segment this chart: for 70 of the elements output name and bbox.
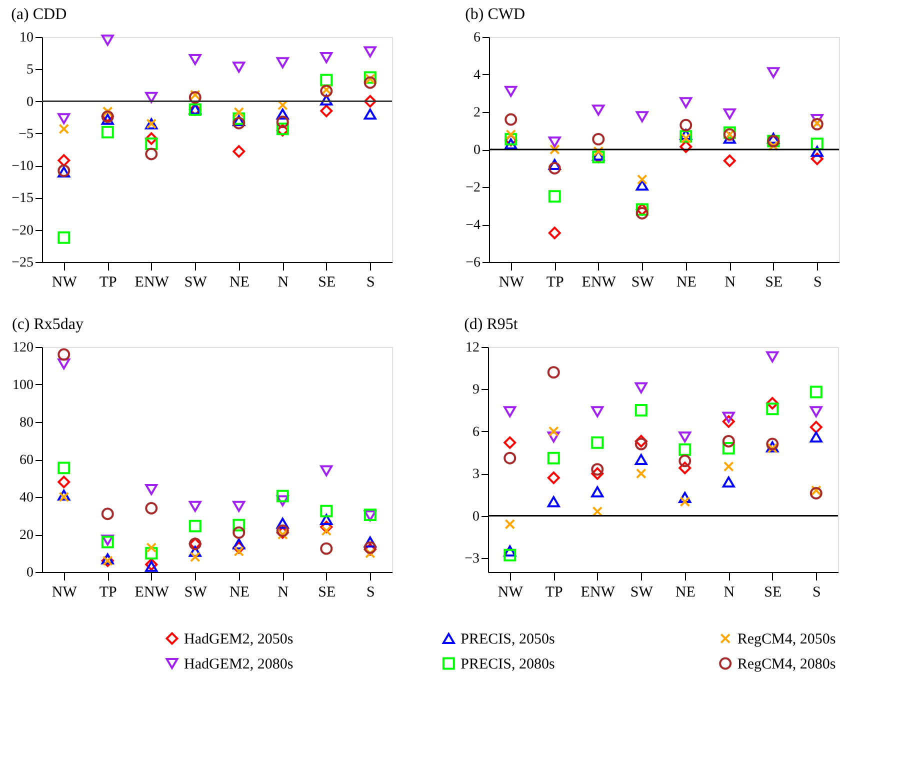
y-tick-label: 80 [20, 416, 34, 430]
y-tick-label: −5 [18, 126, 34, 142]
y-tick-label: −4 [466, 218, 480, 233]
x-tick-label: ENW [134, 584, 170, 600]
legend-label: HadGEM2, 2080s [184, 656, 294, 672]
chart-title: (b) CWD [465, 6, 526, 23]
y-tick-label: −25 [12, 256, 34, 270]
x-tick-label: ENW [580, 584, 616, 600]
x-tick-label: NW [498, 274, 525, 290]
x-tick-label: SW [631, 274, 655, 290]
x-tick-label: SW [184, 584, 208, 600]
x-tick-label: ENW [582, 274, 617, 290]
x-tick-label: SW [630, 584, 654, 600]
y-tick-label: 40 [20, 490, 34, 506]
y-tick-label: −20 [12, 223, 34, 238]
x-tick-label: N [724, 274, 736, 290]
y-tick-label: −3 [464, 551, 480, 566]
x-tick-label: SE [765, 274, 783, 290]
y-tick-label: −15 [12, 191, 34, 206]
x-tick-label: TP [545, 584, 563, 600]
y-tick-label: 2 [474, 106, 480, 120]
legend-label: PRECIS, 2050s [460, 632, 556, 648]
y-tick-label: 6 [474, 30, 480, 46]
x-tick-label: NE [229, 584, 250, 600]
y-tick-label: 9 [472, 382, 480, 398]
y-tick-label: 120 [12, 340, 34, 356]
x-tick-label: TP [546, 274, 564, 290]
x-tick-label: SW [184, 274, 208, 290]
x-tick-label: S [366, 274, 375, 290]
legend-label: PRECIS, 2080s [460, 656, 556, 672]
y-tick-label: 6 [472, 424, 480, 440]
x-tick-label: SE [318, 274, 336, 290]
y-tick-label: 20 [20, 528, 34, 543]
y-tick-label: 0 [26, 94, 34, 110]
y-tick-label: −2 [466, 180, 480, 196]
x-tick-label: TP [99, 584, 117, 600]
chart-title: (a) CDD [11, 6, 67, 23]
y-tick-label: 0 [26, 566, 34, 580]
chart-title: (d) R95t [464, 316, 518, 333]
y-tick-label: 0 [474, 143, 480, 158]
legend-label: HadGEM2, 2050s [184, 632, 294, 648]
x-tick-label: NW [52, 274, 78, 290]
x-tick-label: NE [676, 274, 696, 290]
y-tick-label: 0 [472, 509, 480, 524]
y-tick-label: −6 [466, 256, 480, 270]
y-tick-label: 5 [26, 62, 34, 78]
x-tick-label: S [366, 584, 375, 600]
x-tick-label: N [278, 274, 289, 290]
y-tick-label: 3 [472, 467, 480, 482]
x-tick-label: SE [318, 584, 336, 600]
y-tick-label: 12 [466, 340, 480, 356]
y-tick-label: 4 [474, 68, 480, 83]
x-tick-label: S [813, 274, 822, 290]
y-tick-label: −10 [12, 159, 34, 174]
x-tick-label: NW [52, 584, 78, 600]
y-tick-label: 60 [20, 453, 34, 468]
y-tick-label: 10 [20, 30, 34, 46]
x-tick-label: TP [99, 274, 117, 290]
x-tick-label: S [812, 584, 821, 600]
x-tick-label: NE [675, 584, 696, 600]
x-tick-label: ENW [134, 274, 170, 290]
x-tick-label: SE [764, 584, 782, 600]
x-tick-label: NE [229, 274, 250, 290]
y-tick-label: 100 [12, 378, 34, 393]
chart-title: (c) Rx5day [12, 316, 84, 333]
x-tick-label: NW [498, 584, 524, 600]
x-tick-label: N [278, 584, 289, 600]
legend-label: RegCM4, 2050s [737, 632, 836, 648]
legend-label: RegCM4, 2080s [737, 656, 836, 672]
x-tick-label: N [724, 584, 735, 600]
